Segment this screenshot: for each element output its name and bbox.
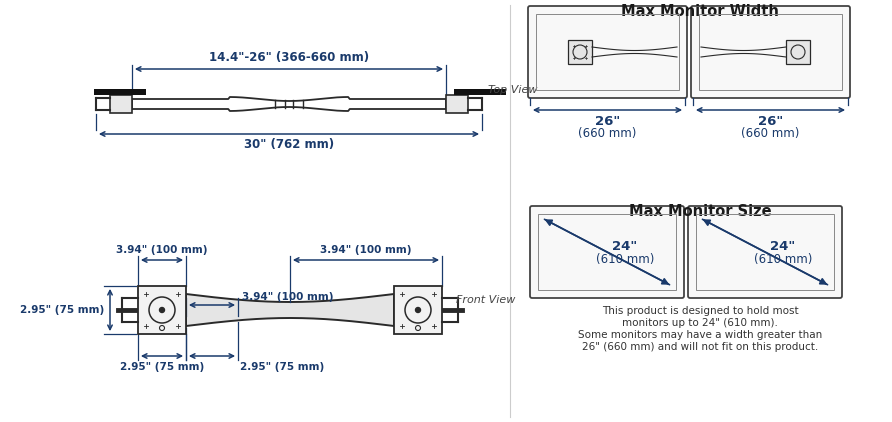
- Polygon shape: [186, 294, 394, 326]
- Text: 26": 26": [758, 115, 783, 128]
- Text: 14.4"-26" (366-660 mm): 14.4"-26" (366-660 mm): [209, 51, 369, 64]
- FancyBboxPatch shape: [786, 40, 810, 64]
- FancyBboxPatch shape: [446, 95, 468, 113]
- FancyBboxPatch shape: [110, 95, 132, 113]
- FancyBboxPatch shape: [94, 89, 146, 95]
- Text: Some monitors may have a width greater than: Some monitors may have a width greater t…: [578, 330, 822, 340]
- FancyBboxPatch shape: [688, 206, 842, 298]
- Text: (610 mm): (610 mm): [754, 254, 813, 267]
- Text: Front View: Front View: [456, 295, 516, 305]
- Text: 2.95" (75 mm): 2.95" (75 mm): [240, 362, 325, 372]
- Text: Max Monitor Width: Max Monitor Width: [621, 4, 779, 19]
- Text: (660 mm): (660 mm): [741, 127, 800, 140]
- FancyBboxPatch shape: [394, 286, 442, 334]
- FancyBboxPatch shape: [454, 89, 506, 95]
- Text: 3.94" (100 mm): 3.94" (100 mm): [320, 245, 412, 255]
- Text: 3.94" (100 mm): 3.94" (100 mm): [242, 292, 334, 302]
- Text: Top View: Top View: [488, 85, 538, 95]
- Text: 26" (660 mm) and will not fit on this product.: 26" (660 mm) and will not fit on this pr…: [582, 342, 818, 352]
- Text: 24": 24": [613, 241, 638, 254]
- Text: 26": 26": [595, 115, 620, 128]
- FancyBboxPatch shape: [528, 6, 687, 98]
- FancyBboxPatch shape: [530, 206, 684, 298]
- FancyBboxPatch shape: [138, 286, 186, 334]
- Text: 30" (762 mm): 30" (762 mm): [244, 138, 334, 151]
- Text: 2.95" (75 mm): 2.95" (75 mm): [120, 362, 204, 372]
- FancyBboxPatch shape: [568, 40, 592, 64]
- Text: 2.95" (75 mm): 2.95" (75 mm): [20, 305, 104, 315]
- Text: (610 mm): (610 mm): [596, 254, 654, 267]
- Circle shape: [160, 308, 164, 313]
- FancyBboxPatch shape: [691, 6, 850, 98]
- Text: monitors up to 24" (610 mm).: monitors up to 24" (610 mm).: [622, 318, 778, 328]
- Text: Max Monitor Size: Max Monitor Size: [629, 204, 772, 219]
- Circle shape: [416, 308, 420, 313]
- Text: This product is designed to hold most: This product is designed to hold most: [602, 306, 798, 316]
- Text: (660 mm): (660 mm): [578, 127, 637, 140]
- Text: 24": 24": [771, 241, 796, 254]
- Text: 3.94" (100 mm): 3.94" (100 mm): [116, 245, 208, 255]
